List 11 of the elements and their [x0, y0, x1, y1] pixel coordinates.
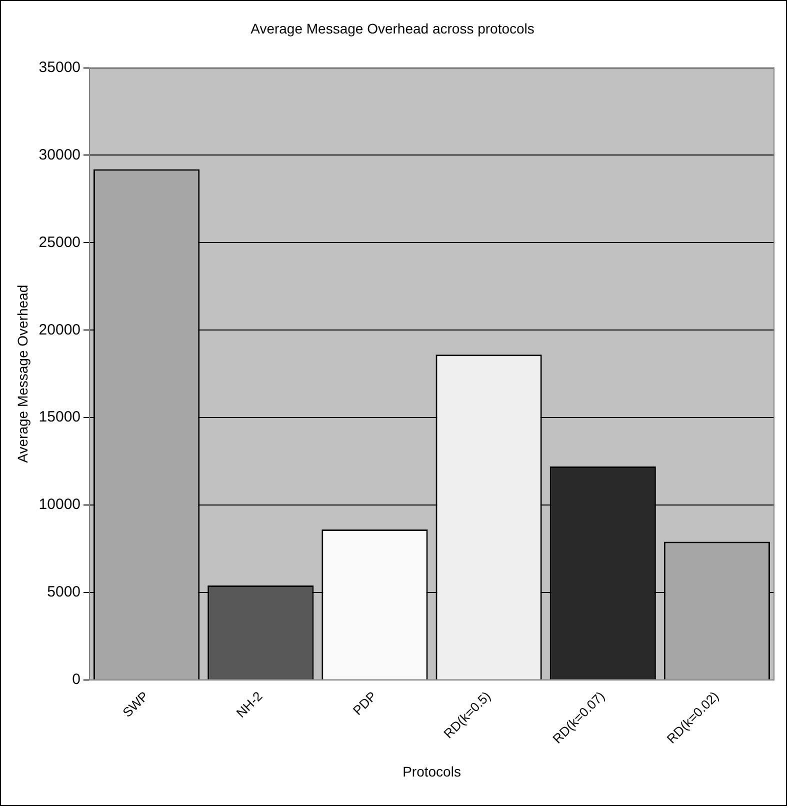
- y-tick-label: 0: [72, 671, 81, 688]
- x-axis-title: Protocols: [402, 763, 461, 780]
- y-tick-label: 25000: [38, 234, 81, 251]
- chart-title: Average Message Overhead across protocols: [250, 20, 534, 36]
- y-tick-label: 30000: [38, 146, 81, 164]
- y-tick-label: 15000: [38, 408, 81, 426]
- y-tick-label: 20000: [38, 321, 81, 338]
- y-axis-title: Average Message Overhead: [14, 284, 30, 463]
- y-tick-label: 35000: [38, 58, 81, 76]
- y-tick-label: 10000: [38, 496, 81, 514]
- y-tick-label: 5000: [47, 584, 81, 601]
